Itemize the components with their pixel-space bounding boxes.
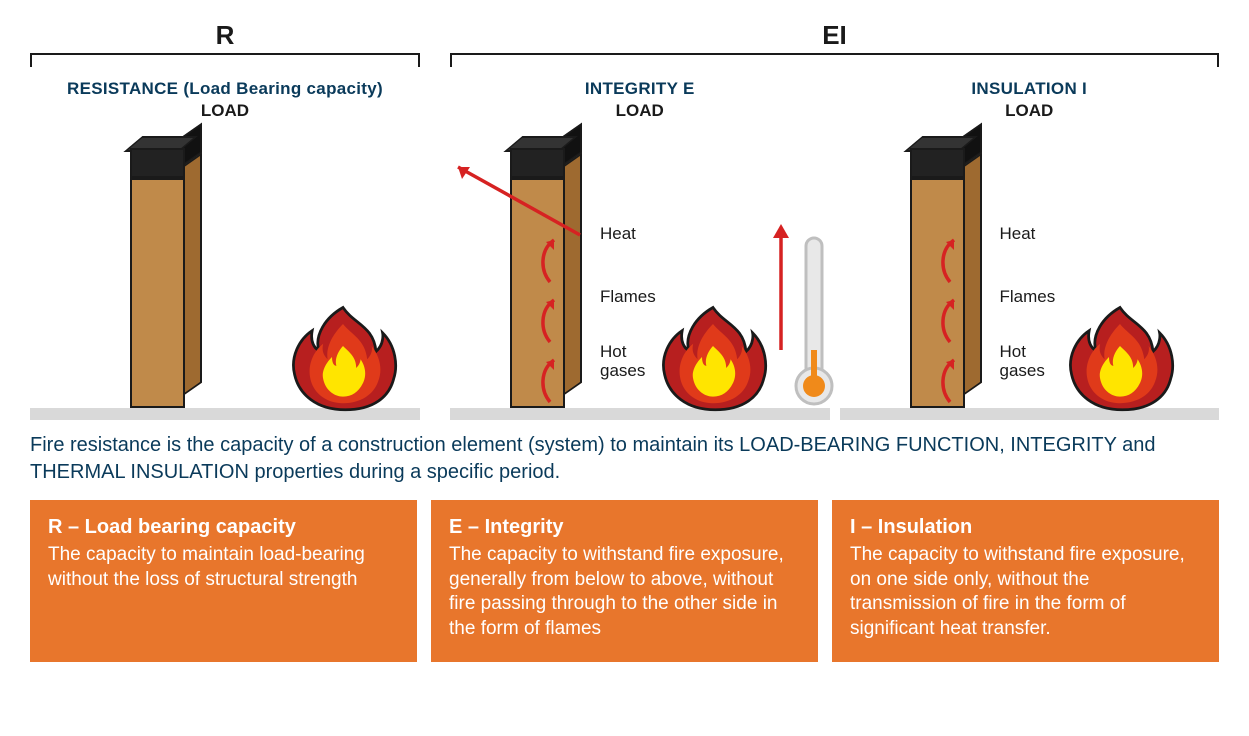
card-e-title: E – Integrity [449,516,800,539]
column-r [130,148,202,408]
card-i-body: The capacity to withstand fire exposure,… [850,543,1201,642]
arrows-on-column [920,166,990,406]
label-heat: Heat [600,225,636,244]
card-r-title: R – Load bearing capacity [48,516,399,539]
illus-e: Heat Flames Hot gases [450,125,830,420]
group-ei-header: EI [450,20,1219,51]
illus-r [30,125,420,420]
diagram-row: R RESISTANCE (Load Bearing capacity) LOA… [30,20,1219,420]
description-text: Fire resistance is the capacity of a con… [30,432,1219,486]
definition-cards: R – Load bearing capacity The capacity t… [30,500,1219,662]
group-ei: EI INTEGRITY E LOAD [450,20,1219,420]
card-r: R – Load bearing capacity The capacity t… [30,500,417,662]
panel-integrity: INTEGRITY E LOAD [450,79,830,420]
label-hotgases: Hot gases [600,343,645,380]
bracket-r [30,53,420,73]
fire-icon [288,302,398,412]
panel-e-load: LOAD [450,101,830,121]
ground [450,408,830,420]
card-e-body: The capacity to withstand fire exposure,… [449,543,800,642]
illus-i: Heat Flames Hot gases [840,125,1220,420]
group-r-header: R [30,20,420,51]
fire-icon [1065,302,1175,412]
panel-e-title: INTEGRITY E [450,79,830,99]
fire-icon [658,302,768,412]
panel-i-title: INSULATION I [840,79,1220,99]
label-hotgases: Hot gases [1000,343,1045,380]
card-i-title: I – Insulation [850,516,1201,539]
card-e: E – Integrity The capacity to withstand … [431,500,818,662]
escape-arrow [440,155,600,245]
panel-insulation: INSULATION I LOAD [840,79,1220,420]
label-flames: Flames [600,288,656,307]
panel-r-title: RESISTANCE (Load Bearing capacity) [30,79,420,99]
label-flames: Flames [1000,288,1056,307]
card-i: I – Insulation The capacity to withstand… [832,500,1219,662]
bracket-ei [450,53,1219,73]
thermometer-icon [792,230,836,410]
panel-i-load: LOAD [840,101,1220,121]
temp-rise-arrow [766,220,796,360]
panel-resistance: RESISTANCE (Load Bearing capacity) LOAD [30,79,420,420]
card-r-body: The capacity to maintain load-bearing wi… [48,543,399,592]
label-heat: Heat [1000,225,1036,244]
group-r: R RESISTANCE (Load Bearing capacity) LOA… [30,20,420,420]
panel-r-load: LOAD [30,101,420,121]
